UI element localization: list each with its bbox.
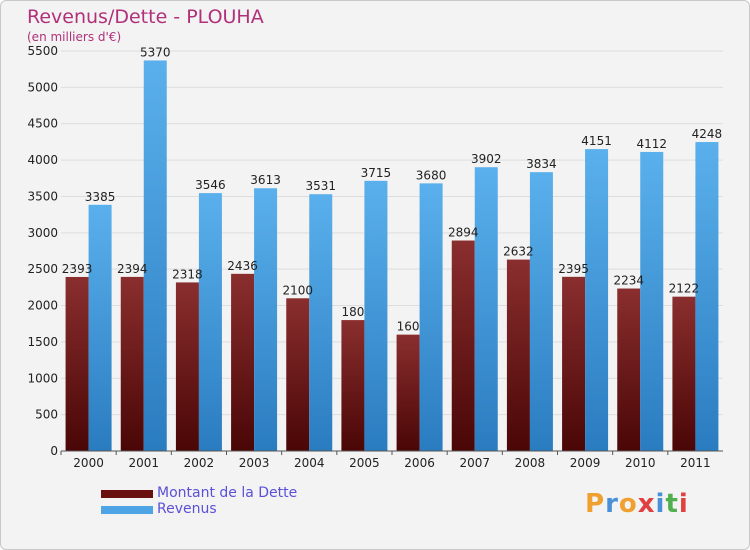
- debt-bar-label: 180: [341, 305, 364, 319]
- y-tick-label: 4500: [27, 117, 58, 131]
- debt-bar: [506, 259, 530, 451]
- x-tick-label: 2003: [239, 456, 270, 470]
- x-tick-label: 2009: [570, 456, 601, 470]
- revenue-bar-label: 3385: [85, 190, 116, 204]
- revenue-bar: [143, 60, 167, 452]
- revenue-bar-label: 4112: [636, 137, 667, 151]
- x-tick-label: 2005: [349, 456, 380, 470]
- proxiti-logo: Proxiti: [585, 489, 689, 519]
- revenue-bar-label: 3902: [471, 152, 502, 166]
- revenue-bar-label: 3715: [361, 166, 392, 180]
- y-axis-ticks: 0 500 1000 1500 2000 2500 3000 3500 4000 4500 5000…: [27, 44, 58, 458]
- debt-bar: [65, 276, 89, 451]
- x-tick-label: 2002: [184, 456, 215, 470]
- debt-bar-label: 2100: [282, 283, 313, 297]
- x-tick-label: 2011: [680, 456, 711, 470]
- revenue-bar-label: 4248: [692, 127, 723, 141]
- y-tick-label: 1500: [27, 335, 58, 349]
- revenue-bar-label: 3834: [526, 157, 557, 171]
- revenue-bar-label: 3613: [250, 173, 281, 187]
- y-tick-label: 2500: [27, 262, 58, 276]
- legend-label-revenus: Revenus: [157, 501, 217, 517]
- debt-bar-label: 160: [397, 320, 420, 334]
- logo-letter: t: [665, 489, 679, 519]
- revenue-bar-label: 3531: [305, 179, 336, 193]
- debt-bar: [286, 298, 310, 451]
- y-tick-label: 5000: [27, 80, 58, 94]
- revenue-bar: [695, 142, 719, 451]
- x-tick-label: 2007: [459, 456, 490, 470]
- bars: [65, 60, 719, 452]
- logo-letter: r: [605, 489, 619, 519]
- gridlines: [61, 50, 723, 452]
- x-tick-label: 2001: [128, 456, 159, 470]
- debt-bar: [341, 320, 365, 451]
- debt-bar-label: 2632: [503, 245, 534, 259]
- logo-letter: i: [678, 489, 689, 519]
- chart-subtitle: (en milliers d'€): [27, 30, 122, 44]
- debt-bar: [562, 276, 586, 451]
- legend-label-dette: Montant de la Dette: [157, 485, 298, 501]
- debt-bar: [396, 334, 420, 451]
- debt-bar-label: 2122: [669, 282, 700, 296]
- x-tick-label: 2004: [294, 456, 325, 470]
- y-tick-label: 5500: [27, 44, 58, 58]
- debt-bar: [120, 276, 144, 451]
- revenue-bar-label: 5370: [140, 45, 171, 59]
- revenue-bar-label: 4151: [581, 134, 612, 148]
- logo-letter: x: [637, 489, 656, 519]
- debt-bar-label: 2395: [558, 262, 589, 276]
- revenue-bar: [529, 172, 553, 451]
- debt-bar-label: 2318: [172, 267, 203, 281]
- logo-letter: o: [618, 489, 638, 519]
- debt-bar: [451, 240, 475, 451]
- revenue-bar: [88, 204, 112, 451]
- y-tick-label: 500: [35, 408, 58, 422]
- data-labels: 2393 3385 2394 5370 2318 3546 2436 3613 2100 3531…: [62, 45, 722, 333]
- logo-letter: P: [585, 489, 606, 519]
- chart-title: Revenus/Dette - PLOUHA: [27, 6, 264, 28]
- y-tick-label: 3000: [27, 226, 58, 240]
- x-tick-label: 2000: [73, 456, 104, 470]
- x-tick-label: 2006: [404, 456, 435, 470]
- debt-bar-label: 2394: [117, 262, 148, 276]
- y-tick-label: 1000: [27, 371, 58, 385]
- revenue-bar: [254, 188, 278, 451]
- y-tick-label: 3500: [27, 189, 58, 203]
- revenue-bar: [419, 183, 443, 451]
- revenue-bar: [640, 151, 664, 452]
- debt-bar-label: 2436: [227, 259, 258, 273]
- revenue-bar: [198, 193, 222, 452]
- debt-bar-label: 2234: [613, 274, 644, 288]
- logo-letter: i: [655, 489, 666, 519]
- debt-bar: [617, 288, 641, 451]
- debt-bar-label: 2894: [448, 226, 479, 240]
- y-tick-label: 4000: [27, 153, 58, 167]
- debt-bar: [231, 273, 255, 451]
- x-axis-ticks: 2000 2001 2002 2003 2004 2005 2006 2007 2008 2009…: [60, 451, 711, 470]
- revenue-bar-label: 3546: [195, 178, 226, 192]
- debt-bar: [672, 296, 696, 451]
- revenue-bar-label: 3680: [416, 168, 447, 182]
- legend-swatch-dette: [101, 490, 153, 498]
- debt-bar-label: 2393: [62, 262, 93, 276]
- debt-bar: [175, 282, 199, 451]
- y-tick-label: 2000: [27, 299, 58, 313]
- revenue-bar: [585, 149, 609, 452]
- revenue-bar: [309, 194, 333, 451]
- legend-swatch-revenus: [101, 506, 153, 514]
- revenue-bar: [364, 180, 388, 451]
- x-tick-label: 2010: [625, 456, 656, 470]
- y-tick-label: 0: [50, 444, 58, 458]
- x-tick-label: 2008: [515, 456, 546, 470]
- revenue-bar: [474, 167, 498, 451]
